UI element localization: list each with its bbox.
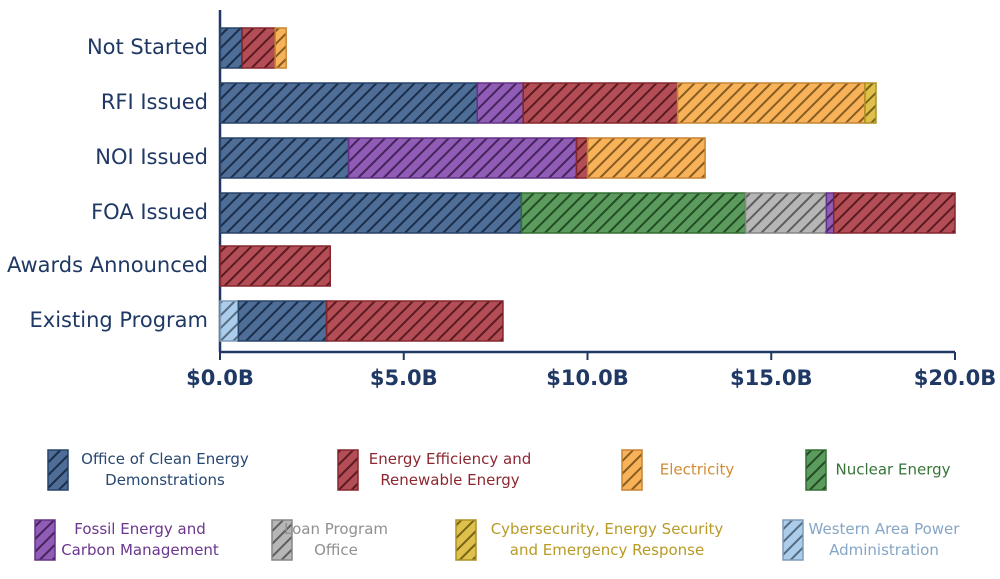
y-tick-label: NOI Issued <box>95 145 208 169</box>
legend-swatch <box>782 519 804 561</box>
legend-swatch <box>337 449 359 491</box>
legend-swatch <box>47 449 69 491</box>
legend-label: Cybersecurity, Energy Security and Emerg… <box>490 520 724 559</box>
legend-swatch <box>805 449 827 491</box>
bar-segment <box>219 82 478 124</box>
y-tick-label: Not Started <box>87 35 208 59</box>
legend-label: Electricity <box>659 460 735 479</box>
bar-segment <box>237 300 328 342</box>
bar-segment <box>575 137 589 179</box>
bar-segment <box>476 82 524 124</box>
legend-label: Energy Efficiency and Renewable Energy <box>368 450 532 489</box>
bar-segment <box>219 192 523 234</box>
x-tick-label: $10.0B <box>546 366 628 390</box>
legend-swatch <box>34 519 56 561</box>
legend-swatch <box>455 519 477 561</box>
legend-swatch <box>621 449 643 491</box>
bar-segment <box>522 82 679 124</box>
legend-label: Office of Clean Energy Demonstrations <box>81 450 249 489</box>
y-tick-label: RFI Issued <box>101 90 208 114</box>
legend-label: Loan Program Office <box>283 520 389 559</box>
bar-segment <box>586 137 706 179</box>
y-tick-label: Existing Program <box>30 308 208 332</box>
bar-segment <box>744 192 828 234</box>
x-tick-label: $0.0B <box>186 366 254 390</box>
x-tick-label: $5.0B <box>370 366 438 390</box>
bar-segment <box>520 192 747 234</box>
legend-label: Nuclear Energy <box>835 460 951 479</box>
legend-swatch <box>271 519 293 561</box>
bar-segment <box>325 300 504 342</box>
legend-label: Western Area Power Administration <box>808 520 960 559</box>
x-tick-label: $20.0B <box>914 366 996 390</box>
y-tick-label: Awards Announced <box>7 253 208 277</box>
bar-segment <box>825 192 835 234</box>
bar-segment <box>219 300 240 342</box>
bar-segment <box>676 82 866 124</box>
bar-segment <box>241 27 276 69</box>
x-tick-label: $15.0B <box>730 366 812 390</box>
bar-segment <box>832 192 956 234</box>
bar-segment <box>274 27 287 69</box>
legend-label: Fossil Energy and Carbon Management <box>61 520 219 559</box>
bar-segment <box>864 82 877 124</box>
bar-segment <box>347 137 578 179</box>
y-tick-label: FOA Issued <box>91 200 208 224</box>
bar-segment <box>219 27 243 69</box>
bar-segment <box>219 245 331 287</box>
bar-segment <box>219 137 350 179</box>
